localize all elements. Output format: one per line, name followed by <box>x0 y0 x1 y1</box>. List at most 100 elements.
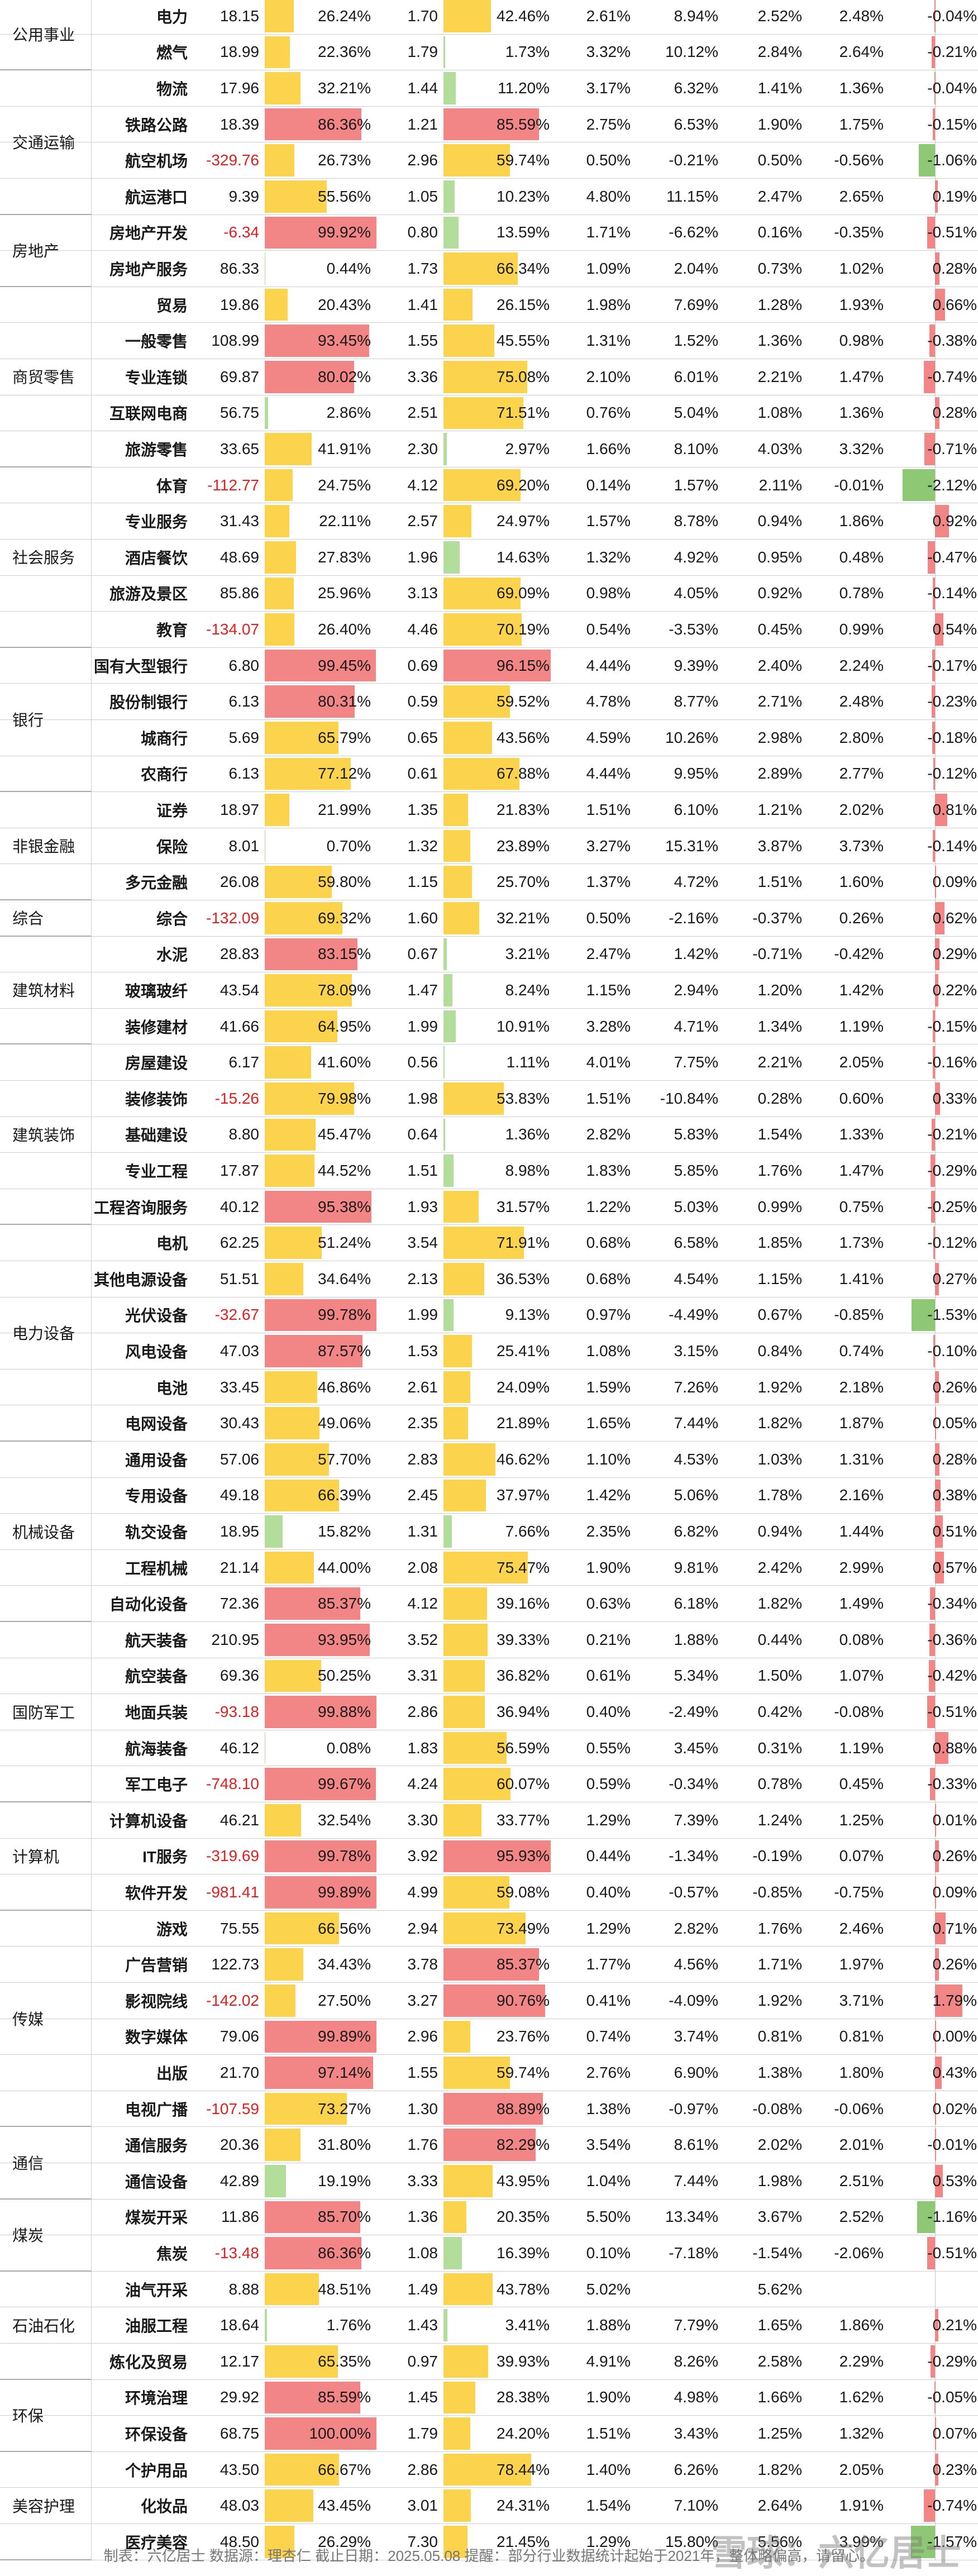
dividend-yield: 3.27% <box>586 837 631 855</box>
zero-axis <box>935 756 936 792</box>
percentile-bar <box>265 1624 370 1656</box>
spread-value: -1.06% <box>896 142 978 178</box>
industry-name: 航空机场 <box>125 152 188 170</box>
percentile-value: 27.50% <box>318 1991 371 2009</box>
industry-name: 装修装饰 <box>125 1090 188 1108</box>
table-row: 专业工程 17.87 44.52% 1.51 8.98% 1.83% 5.85% 1.76% 1… <box>0 1153 978 1189</box>
dividend-yield: 2.35% <box>586 1522 631 1540</box>
percentile-bar <box>443 794 468 826</box>
zero-axis <box>935 1622 936 1658</box>
pb-value: 3.31 <box>407 1667 438 1685</box>
spread-value: 0.92% <box>896 503 978 539</box>
metric-a: 0.94% <box>757 512 802 530</box>
metric-a: 2.40% <box>757 656 802 674</box>
percentile-value: 22.36% <box>318 43 371 61</box>
pb-percentile: 95.93% <box>443 1839 555 1874</box>
pe-value: 68.75 <box>220 2424 259 2442</box>
industry-name: 个护用品 <box>125 2461 188 2479</box>
pe-percentile: 1.76% <box>265 2307 376 2343</box>
zero-axis <box>935 2235 936 2271</box>
roe-value: 8.78% <box>674 512 718 530</box>
spread-bar <box>935 180 938 213</box>
spread-bar <box>935 2453 939 2486</box>
metric-b: 2.77% <box>839 765 884 783</box>
percentile-value: 82.29% <box>497 2136 550 2154</box>
spread-value: 0.19% <box>896 179 978 214</box>
table-row: 股份制银行 6.13 80.31% 0.59 59.52% 4.78% 8.77% 2.71%… <box>0 684 978 720</box>
dividend-yield: 1.59% <box>586 1378 631 1396</box>
spread-value: 0.38% <box>896 1477 978 1514</box>
spread-text: -0.23% <box>927 693 977 710</box>
percentile-bar <box>443 1985 545 2017</box>
table-row: 装修装饰 -15.26 79.98% 1.98 53.83% 1.51% -10.84% 0.… <box>0 1081 978 1117</box>
spread-value: -0.04% <box>896 70 978 106</box>
percentile-bar <box>265 2381 361 2414</box>
pe-percentile: 26.24% <box>265 0 376 34</box>
pb-value: 1.05 <box>407 187 438 205</box>
zero-axis <box>935 1153 936 1189</box>
metric-a: 2.42% <box>757 1558 802 1576</box>
spread-bar <box>932 1118 935 1151</box>
percentile-value: 21.83% <box>497 800 550 818</box>
percentile-value: 59.80% <box>318 873 371 891</box>
percentile-value: 77.12% <box>318 765 371 783</box>
percentile-value: 78.44% <box>497 2460 550 2478</box>
percentile-value: 80.31% <box>318 693 371 710</box>
pb-value: 2.51 <box>407 404 438 422</box>
pe-percentile: 73.27% <box>265 2091 376 2127</box>
spread-text: -0.14% <box>927 584 977 602</box>
spread-value: -0.01% <box>896 2127 978 2163</box>
percentile-value: 90.76% <box>497 1991 550 2009</box>
pb-percentile: 25.70% <box>443 864 555 900</box>
metric-a: 2.58% <box>757 2352 802 2370</box>
industry-name: 国有大型银行 <box>93 657 188 675</box>
spread-bar <box>903 469 935 502</box>
percentile-bar <box>443 1227 524 1259</box>
pb-value: 2.35 <box>407 1414 438 1432</box>
zero-axis <box>935 1658 936 1694</box>
roe-value: 4.05% <box>674 584 718 602</box>
metric-a: 4.03% <box>757 440 802 457</box>
pe-percentile: 100.00% <box>265 2416 376 2451</box>
table-row: 油服工程 18.64 1.76% 1.43 3.41% 1.88% 7.79% 1.65% 1.… <box>0 2307 978 2344</box>
percentile-value: 99.89% <box>318 2028 371 2045</box>
dividend-yield: 0.50% <box>586 151 631 169</box>
percentile-bar <box>443 1515 452 1548</box>
roe-value: 10.26% <box>665 728 718 746</box>
dividend-yield: 0.40% <box>586 1883 631 1901</box>
percentile-value: 26.15% <box>497 295 550 313</box>
percentile-bar <box>443 1624 488 1656</box>
percentile-bar <box>443 36 446 69</box>
roe-value: -4.49% <box>669 1306 718 1324</box>
dividend-yield: 1.04% <box>586 2172 631 2189</box>
dividend-yield: 1.51% <box>586 800 631 818</box>
spread-value: -0.23% <box>896 684 978 719</box>
metric-b: 2.18% <box>839 1378 884 1396</box>
industry-name: 游戏 <box>156 1920 188 1938</box>
spread-text: -0.14% <box>927 837 977 855</box>
spread-text: -0.12% <box>927 1234 977 1252</box>
metric-b: 0.75% <box>839 1198 884 1215</box>
table-row: 炼化及贸易 12.17 65.35% 0.97 39.93% 4.91% 8.26% 2.58… <box>0 2344 978 2380</box>
metric-a: 1.90% <box>757 115 802 133</box>
dividend-yield: 1.71% <box>586 223 631 241</box>
industry-name: 工程机械 <box>125 1559 188 1577</box>
roe-value: 7.44% <box>674 2172 718 2189</box>
dividend-yield: 0.10% <box>586 2244 631 2262</box>
sector-name: 社会服务 <box>0 467 92 648</box>
spread-bar <box>935 2309 938 2341</box>
pe-percentile: 93.95% <box>265 1622 376 1658</box>
dividend-yield: 1.29% <box>586 2532 631 2550</box>
roe-value: -0.34% <box>669 1775 718 1793</box>
spread-text: 0.26% <box>932 1955 977 1973</box>
table-row: 风电设备 47.03 87.57% 1.53 25.41% 1.08% 3.15% 0.84%… <box>0 1333 978 1370</box>
dividend-yield: 1.98% <box>586 295 631 313</box>
pe-value: -107.59 <box>206 2100 259 2117</box>
percentile-bar <box>265 1587 360 1620</box>
table-row: 计算机设备 46.21 32.54% 3.30 33.77% 1.29% 7.39% 1.24… <box>0 1802 978 1839</box>
percentile-bar <box>443 1696 485 1728</box>
spread-text: -0.21% <box>927 1125 977 1143</box>
percentile-bar <box>443 1659 485 1692</box>
pe-percentile: 99.89% <box>265 1874 376 1910</box>
dividend-yield: 4.80% <box>586 187 631 205</box>
